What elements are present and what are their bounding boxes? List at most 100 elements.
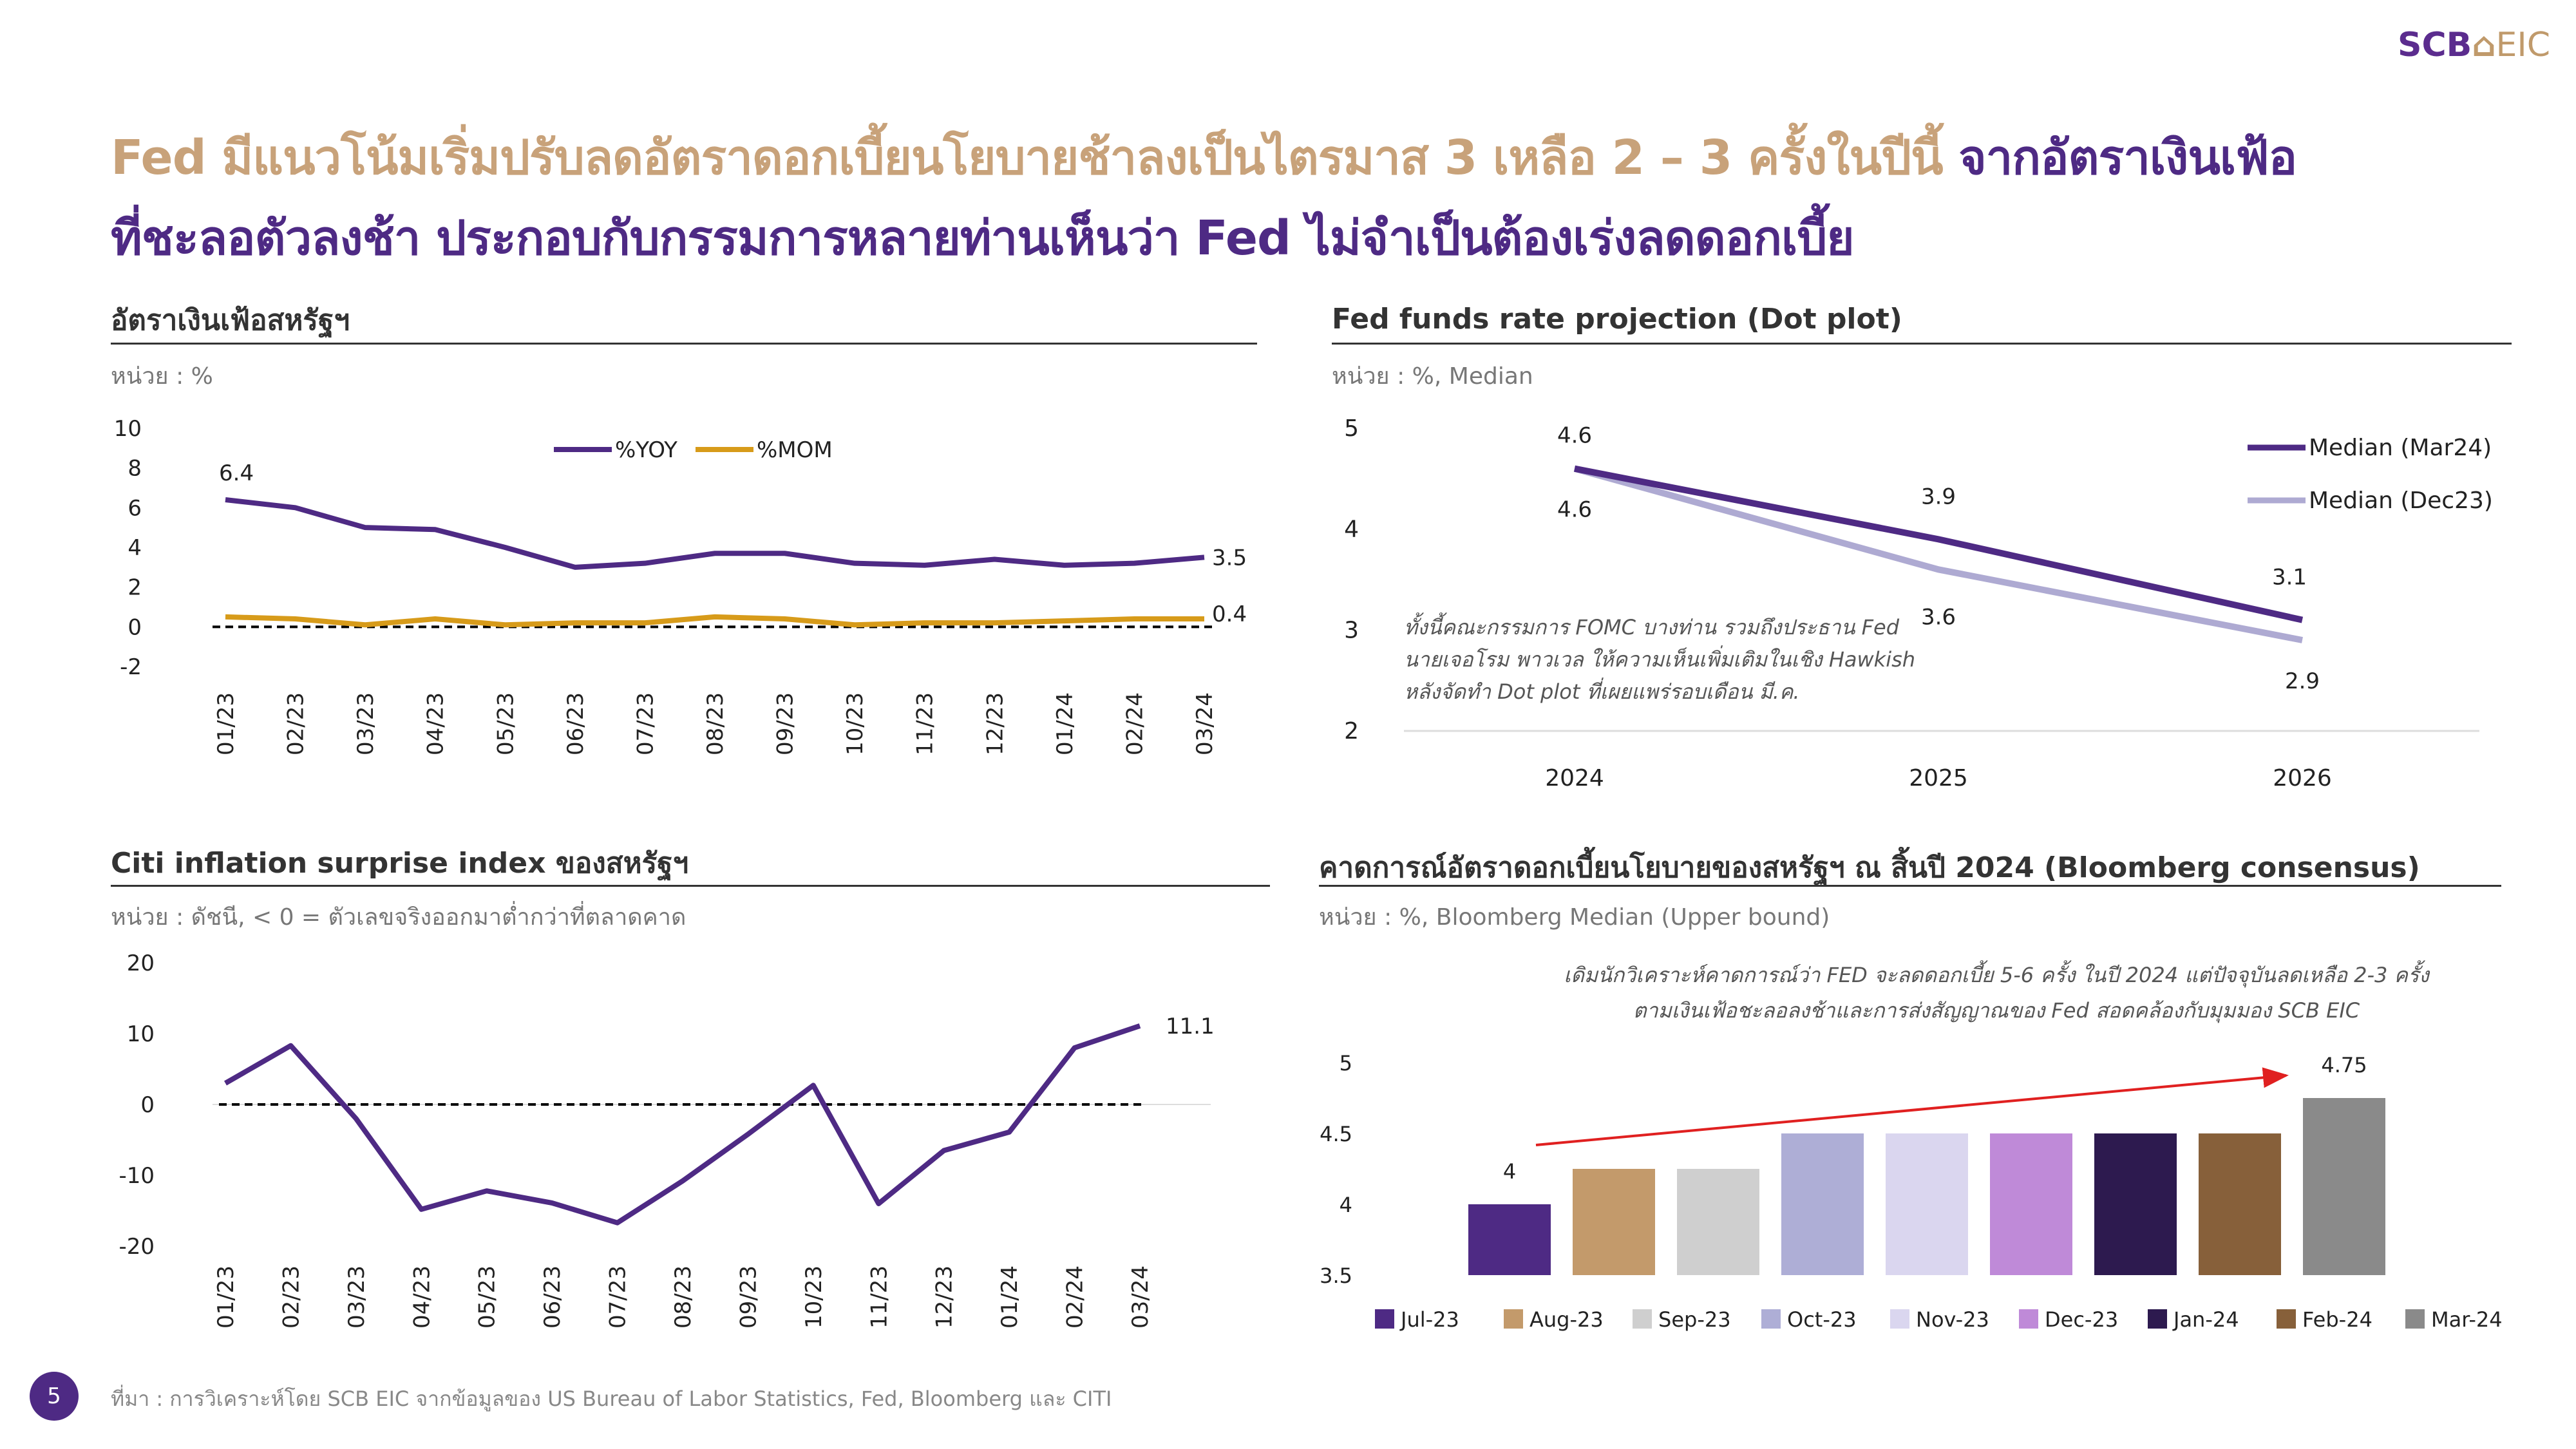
y-tick-label: 0	[140, 1092, 155, 1118]
data-label: 4.75	[2321, 1053, 2367, 1077]
y-tick-label: 3.5	[1320, 1264, 1352, 1288]
house-icon: ⌂	[2472, 26, 2496, 64]
y-tick-label: 10	[114, 416, 142, 442]
citi-title-rule	[111, 885, 1270, 887]
bar-Sep-23	[1677, 1169, 1759, 1275]
legend-swatch	[1761, 1309, 1781, 1329]
legend-label: Median (Dec23)	[2309, 488, 2493, 514]
x-tick-label: 11/23	[913, 692, 938, 755]
x-tick-label: 05/23	[493, 692, 518, 755]
legend-label: Aug-23	[1530, 1307, 1604, 1332]
y-tick-label: 4	[128, 535, 142, 561]
x-tick-label: 10/23	[801, 1265, 827, 1329]
x-tick-label: 07/23	[605, 1265, 631, 1329]
consensus-chart: เดิมนักวิเคราะห์คาดการณ์ว่า FED จะลดดอกเ…	[1320, 960, 2503, 1332]
dotplot-chart: 5 4 3 2 2024 2025 2026 4.6 4.6 3.9 3.6 3.1 2.9 Median…	[1344, 415, 2493, 791]
x-tick-label: 10/23	[842, 692, 868, 755]
legend-label: Feb-24	[2302, 1307, 2372, 1332]
legend-swatch	[2019, 1309, 2038, 1329]
x-tick-label: 2025	[1909, 765, 1968, 791]
consensus-title-rule	[1319, 885, 2501, 887]
inflation-unit: หน่วย : %	[111, 363, 213, 390]
x-tick-label: 04/23	[409, 1265, 435, 1329]
inflation-title-rule	[111, 343, 1257, 345]
y-tick-label: 4	[1340, 1193, 1352, 1217]
data-label: 4.6	[1557, 423, 1592, 449]
data-label: 4	[1503, 1159, 1516, 1184]
legend-swatch	[2405, 1309, 2425, 1329]
x-tick-label: 08/23	[703, 692, 728, 755]
y-tick-label: 4	[1344, 516, 1359, 543]
annotation-text: ตามเงินเฟ้อชะลอลงช้าและการส่งสัญญาณของ F…	[1633, 998, 2360, 1023]
x-tick-label: 11/23	[866, 1265, 892, 1329]
bar-Oct-23	[1781, 1133, 1864, 1275]
legend-swatch	[1890, 1309, 1909, 1329]
y-tick-label: 2	[1344, 718, 1359, 744]
bar-Jan-24	[2094, 1133, 2177, 1275]
data-label: 3.5	[1212, 545, 1247, 571]
x-tick-label: 02/23	[278, 1265, 304, 1329]
y-tick-label: 5	[1340, 1051, 1352, 1075]
legend-label: %MOM	[757, 437, 833, 463]
series-line-citi	[224, 1023, 1141, 1226]
data-label: 11.1	[1166, 1014, 1215, 1039]
data-label: 3.1	[2272, 565, 2307, 591]
legend-swatch	[2277, 1309, 2296, 1329]
legend-label: Nov-23	[1916, 1307, 1989, 1332]
y-tick-label: 4.5	[1320, 1122, 1352, 1146]
x-tick-label: 12/23	[932, 1265, 958, 1329]
y-tick-label: -10	[118, 1163, 155, 1189]
x-tick-label: 05/23	[475, 1265, 500, 1329]
consensus-chart-title: คาดการณ์อัตราดอกเบี้ยนโยบายของสหรัฐฯ ณ ส…	[1319, 851, 2420, 884]
legend-label: Dec-23	[2045, 1307, 2118, 1332]
x-tick-label: 02/24	[1063, 1265, 1088, 1329]
bar-Feb-24	[2199, 1133, 2281, 1275]
legend-label: Oct-23	[1787, 1307, 1857, 1332]
bar-Nov-23	[1886, 1133, 1968, 1275]
x-tick-label: 2026	[2273, 765, 2332, 791]
bar-Jul-23	[1468, 1204, 1551, 1275]
legend-label: Sep-23	[1658, 1307, 1731, 1332]
y-tick-label: 20	[127, 951, 155, 976]
y-tick-label: 6	[128, 495, 142, 521]
page-number-badge: 5	[30, 1372, 79, 1421]
x-tick-label: 01/24	[1052, 692, 1078, 755]
x-tick-label: 06/23	[540, 1265, 565, 1329]
annotation-text: หลังจัดทำ Dot plot ที่เผยแพร่รอบเดือน มี…	[1404, 677, 1800, 704]
dotplot-chart-title: Fed funds rate projection (Dot plot)	[1332, 303, 1902, 336]
legend-label: Mar-24	[2431, 1307, 2503, 1332]
legend-label: Jan-24	[2172, 1307, 2239, 1332]
legend-swatch	[1375, 1309, 1394, 1329]
legend-label: Median (Mar24)	[2309, 435, 2492, 461]
x-tick-label: 12/23	[982, 692, 1008, 755]
x-tick-label: 03/23	[344, 1265, 370, 1329]
x-tick-label: 03/23	[353, 692, 379, 755]
x-tick-label: 02/23	[283, 692, 309, 755]
x-tick-label: 01/24	[997, 1265, 1023, 1329]
x-tick-label: 03/24	[1192, 692, 1218, 755]
x-tick-label: 07/23	[632, 692, 658, 755]
citi-unit: หน่วย : ดัชนี, < 0 = ตัวเลขจริงออกมาต่ำก…	[111, 904, 687, 931]
y-tick-label: 2	[128, 575, 142, 601]
data-label: 4.6	[1557, 497, 1592, 523]
legend-label: Jul-23	[1399, 1307, 1459, 1332]
source-note: ที่มา : การวิเคราะห์โดย SCB EIC จากข้อมู…	[111, 1387, 1112, 1411]
consensus-unit: หน่วย : %, Bloomberg Median (Upper bound…	[1319, 904, 1830, 931]
legend-swatch	[1504, 1309, 1523, 1329]
inflation-chart-title: อัตราเงินเฟ้อสหรัฐฯ	[111, 304, 350, 337]
x-tick-label: 01/23	[213, 692, 239, 755]
x-tick-label: 03/24	[1128, 1265, 1153, 1329]
data-label: 6.4	[219, 460, 254, 486]
bar-Mar-24	[2303, 1098, 2385, 1275]
series-line-yoy	[225, 497, 1205, 570]
data-label: 3.9	[1921, 484, 1956, 509]
trend-arrow	[1535, 1067, 2289, 1146]
annotation-text: ทั้งนี้คณะกรรมการ FOMC บางท่าน รวมถึงประ…	[1404, 612, 1900, 639]
headline-line-2: ที่ชะลอตัวลงช้า ประกอบกับกรรมการหลายท่าน…	[111, 211, 1855, 266]
y-tick-label: 10	[127, 1021, 155, 1047]
citi-chart: 20 10 0 -10 -20 01/23 02/23 03/23 04/23 05/23 06/2…	[118, 951, 1215, 1329]
headline-gold: Fed มีแนวโน้มเริ่มปรับลดอัตราดอกเบี้ยนโย…	[111, 130, 1944, 185]
series-line-dec23	[1573, 465, 2303, 643]
legend-label: %YOY	[615, 437, 677, 463]
x-tick-label: 06/23	[563, 692, 589, 755]
